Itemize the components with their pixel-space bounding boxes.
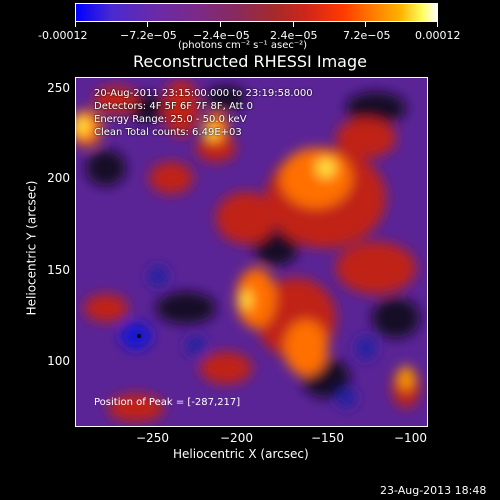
x-tick-label: −200 xyxy=(220,431,253,445)
info-detectors: Detectors: 4F 5F 6F 7F 8F, Att 0 xyxy=(94,101,254,112)
footer-date: 23-Aug-2013 18:48 xyxy=(380,484,487,497)
x-tick-label: −150 xyxy=(311,431,344,445)
rhessi-image-canvas xyxy=(76,78,427,426)
y-tick-label: 200 xyxy=(47,171,70,185)
y-axis-label: Heliocentric Y (arcsec) xyxy=(24,180,39,316)
colorbar-tick-label: 7.2e−05 xyxy=(343,29,391,42)
colorbar-tick xyxy=(293,22,294,27)
colorbar-tick-label: 0.00012 xyxy=(415,29,461,42)
peak-position-label: Position of Peak = [-287,217] xyxy=(94,397,241,408)
y-tick-label: 250 xyxy=(47,81,70,95)
y-tick-label: 100 xyxy=(47,354,70,368)
colorbar-tick-label: -0.00012 xyxy=(38,29,88,42)
colorbar-tick xyxy=(437,22,438,27)
colorbar xyxy=(75,3,438,22)
x-tick-label: −100 xyxy=(394,431,427,445)
colorbar-tick xyxy=(220,22,221,27)
rhessi-image: 20-Aug-2011 23:15:00.000 to 23:19:58.000… xyxy=(75,77,428,427)
y-tick-label: 150 xyxy=(47,263,70,277)
plot-title: Reconstructed RHESSI Image xyxy=(133,52,367,71)
colorbar-gradient xyxy=(75,3,438,22)
colorbar-tick-label: −7.2e−05 xyxy=(120,29,177,42)
info-clean-counts: Clean Total counts: 6.49E+03 xyxy=(94,127,242,138)
colorbar-unit-label: (photons cm⁻² s⁻¹ asec⁻²) xyxy=(178,40,308,51)
colorbar-tick-label: −2.4e−05 xyxy=(193,29,250,42)
colorbar-tick xyxy=(147,22,148,27)
info-time-range: 20-Aug-2011 23:15:00.000 to 23:19:58.000 xyxy=(94,88,313,99)
x-axis-label: Heliocentric X (arcsec) xyxy=(173,447,309,461)
info-energy-range: Energy Range: 25.0 - 50.0 keV xyxy=(94,114,247,125)
x-tick-label: −250 xyxy=(136,431,169,445)
colorbar-tick-label: 2.4e−05 xyxy=(270,29,318,42)
colorbar-tick xyxy=(75,22,76,27)
colorbar-tick xyxy=(365,22,366,27)
